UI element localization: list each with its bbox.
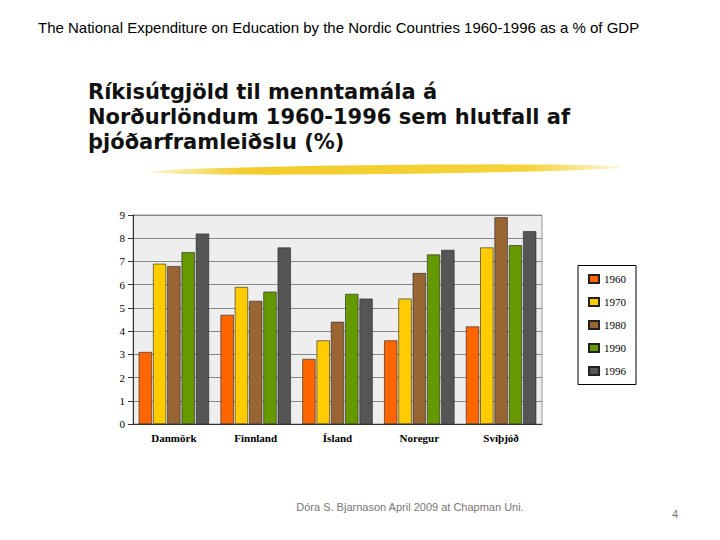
- html-text:Ríkisútgjöld til menntamála á: Ríkisútgjöld til menntamála á Norðurlönd…: [88, 80, 571, 154]
- svg-text:2: 2: [120, 372, 126, 384]
- svg-text:9: 9: [120, 209, 126, 221]
- svg-text:Noregur: Noregur: [400, 432, 440, 444]
- svg-text:Finnland: Finnland: [234, 432, 277, 444]
- svg-text:5: 5: [120, 302, 126, 314]
- svg-text:1960: 1960: [604, 273, 627, 285]
- svg-text:Danmörk: Danmörk: [151, 432, 197, 444]
- svg-text:6: 6: [120, 279, 126, 291]
- svg-text:7: 7: [120, 255, 126, 267]
- svg-text:8: 8: [120, 232, 126, 244]
- html-text:4: 4: [671, 508, 679, 520]
- svg-text:1990: 1990: [604, 342, 627, 354]
- html-text:The National Expenditure on Ed: The National Expenditure on Education by…: [38, 19, 640, 36]
- html-text:Dóra S. Bjarnason April 2009 a: Dóra S. Bjarnason April 2009 at Chapman …: [296, 501, 524, 513]
- svg-text:4: 4: [120, 325, 126, 337]
- svg-text:1996: 1996: [604, 365, 627, 377]
- svg-text:1980: 1980: [604, 319, 627, 331]
- svg-text:1: 1: [120, 395, 126, 407]
- svg-text:Svíþjóð: Svíþjóð: [483, 432, 519, 444]
- svg-text:1970: 1970: [604, 296, 627, 308]
- svg-text:0: 0: [120, 418, 126, 430]
- svg-text:Ísland: Ísland: [323, 432, 352, 444]
- svg-text:3: 3: [120, 348, 126, 360]
